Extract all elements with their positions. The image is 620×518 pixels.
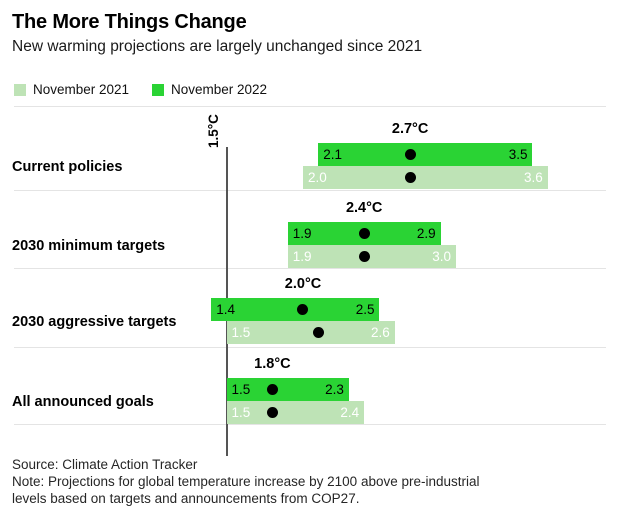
category-label: 2030 minimum targets (12, 238, 166, 254)
legend-item-nov-2021: November 2021 (14, 82, 129, 97)
category-label: Current policies (12, 159, 123, 175)
reference-line-label: 1.5°C (206, 114, 221, 148)
estimate-label: 1.8°C (254, 356, 291, 372)
bar-low-value: 1.5 (231, 325, 251, 340)
bar-high-value: 2.4 (340, 405, 360, 420)
estimate-label: 2.7°C (391, 121, 429, 137)
estimate-dot-icon (404, 149, 416, 160)
row-separator-gridline (14, 268, 606, 269)
range-bar-nov-2022: 1.5 2.3 (226, 378, 349, 401)
row-separator-gridline (14, 190, 606, 191)
bar-low-value: 1.4 (216, 302, 235, 317)
row-separator-gridline (14, 424, 606, 425)
legend-swatch-nov-2022-icon (152, 83, 164, 96)
estimate-label: 2.4°C (345, 200, 383, 216)
footnote-line-1: Note: Projections for global temperature… (12, 474, 480, 489)
page-subtitle: New warming projections are largely unch… (12, 38, 423, 55)
bar-low-value: 1.5 (231, 382, 251, 397)
bar-high-value: 2.9 (416, 226, 436, 241)
source-note: Source: Climate Action Tracker (12, 457, 198, 472)
range-bar-nov-2021: 1.5 2.6 (226, 321, 395, 344)
page-title: The More Things Change (12, 11, 247, 33)
bar-high-value: 3.6 (524, 170, 543, 185)
category-label: All announced goals (12, 394, 154, 410)
bar-high-value: 3.5 (508, 147, 528, 162)
range-bar-nov-2022: 2.1 3.5 (318, 143, 533, 166)
range-bar-nov-2021: 1.5 2.4 (226, 401, 365, 424)
range-bar-nov-2022: 1.9 2.9 (287, 222, 441, 245)
range-bar-nov-2022: 1.4 2.5 (211, 298, 380, 321)
row-separator-gridline (14, 106, 606, 107)
bar-high-value: 2.6 (371, 325, 390, 340)
footnote-line-2: levels based on targets and announcement… (12, 491, 360, 506)
row-separator-gridline (14, 347, 606, 348)
estimate-dot-icon (266, 407, 278, 418)
estimate-dot-icon (297, 304, 309, 315)
legend-swatch-nov-2021-icon (14, 83, 26, 96)
bar-low-value: 1.9 (292, 249, 312, 264)
estimate-dot-icon (358, 228, 370, 239)
legend-label-nov-2022: November 2022 (171, 82, 268, 97)
range-bar-nov-2021: 1.9 3.0 (287, 245, 456, 268)
legend-label-nov-2021: November 2021 (33, 82, 130, 97)
estimate-dot-icon (358, 251, 370, 262)
legend-item-nov-2022: November 2022 (152, 82, 267, 97)
bar-high-value: 3.0 (432, 249, 451, 264)
bar-low-value: 1.5 (231, 405, 251, 420)
estimate-dot-icon (312, 327, 324, 338)
bar-high-value: 2.5 (355, 302, 375, 317)
range-bar-nov-2021: 2.0 3.6 (303, 166, 548, 189)
bar-low-value: 1.9 (292, 226, 312, 241)
bar-high-value: 2.3 (325, 382, 344, 397)
estimate-label: 2.0°C (284, 276, 322, 292)
estimate-dot-icon (266, 384, 278, 395)
category-label: 2030 aggressive targets (12, 314, 177, 330)
bar-low-value: 2.0 (308, 170, 327, 185)
bar-low-value: 2.1 (323, 147, 343, 162)
estimate-dot-icon (404, 172, 416, 183)
